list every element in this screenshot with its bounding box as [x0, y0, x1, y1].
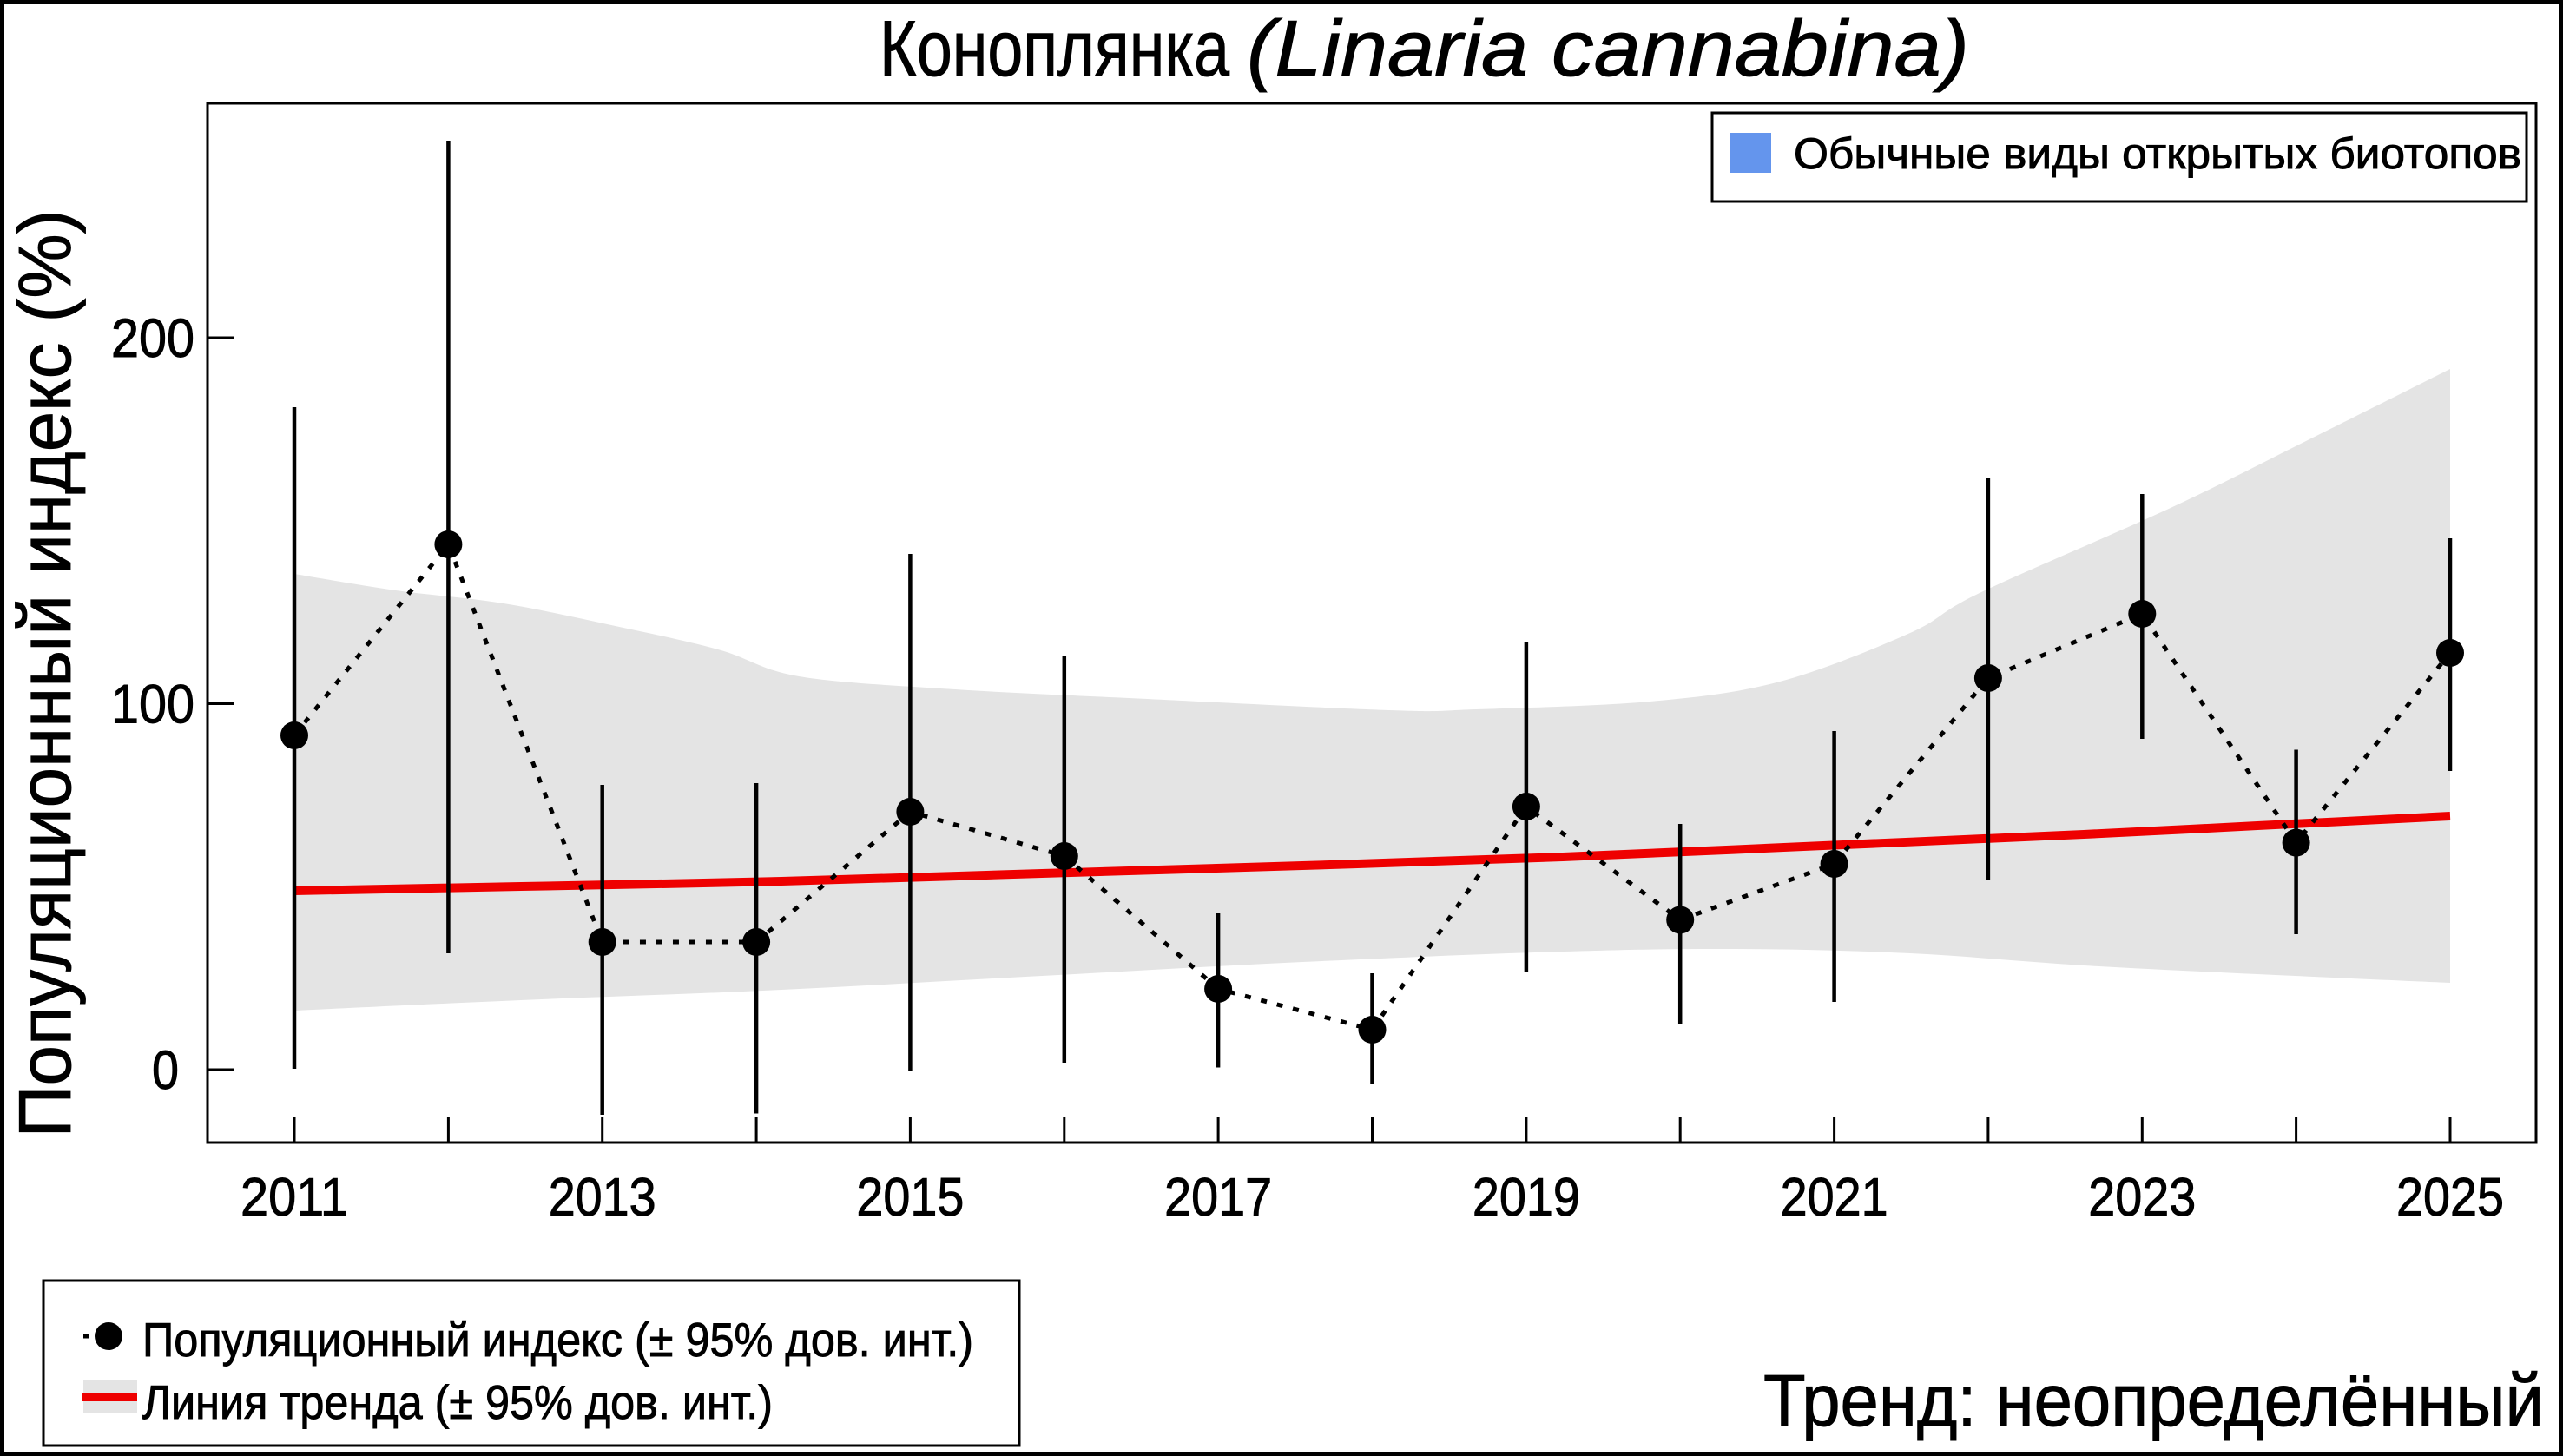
svg-text:100: 100: [111, 674, 194, 735]
svg-text:2013: 2013: [549, 1168, 656, 1228]
svg-text:Обычные виды открытых биотопов: Обычные виды открытых биотопов: [1794, 129, 2521, 178]
svg-text:2019: 2019: [1473, 1168, 1580, 1228]
svg-text:2023: 2023: [2088, 1168, 2196, 1228]
svg-text:(Linaria cannabina): (Linaria cannabina): [1247, 5, 1969, 93]
svg-text:2015: 2015: [856, 1168, 964, 1228]
svg-text:Тренд: неопределённый: Тренд: неопределённый: [1763, 1360, 2544, 1441]
svg-text:Популяционный индекс (± 95% до: Популяционный индекс (± 95% дов. инт.): [142, 1313, 973, 1367]
svg-text:2021: 2021: [1781, 1168, 1888, 1228]
svg-text:2025: 2025: [2396, 1168, 2504, 1228]
svg-text:2011: 2011: [240, 1168, 348, 1228]
svg-text:Коноплянка: Коноплянка: [880, 5, 1229, 93]
svg-text:200: 200: [111, 308, 194, 369]
svg-text:0: 0: [152, 1040, 179, 1101]
svg-text:Линия тренда (± 95% дов. инт.): Линия тренда (± 95% дов. инт.): [142, 1375, 773, 1429]
svg-text:2017: 2017: [1164, 1168, 1272, 1228]
svg-text:Популяционный индекс (%): Популяционный индекс (%): [4, 210, 87, 1138]
